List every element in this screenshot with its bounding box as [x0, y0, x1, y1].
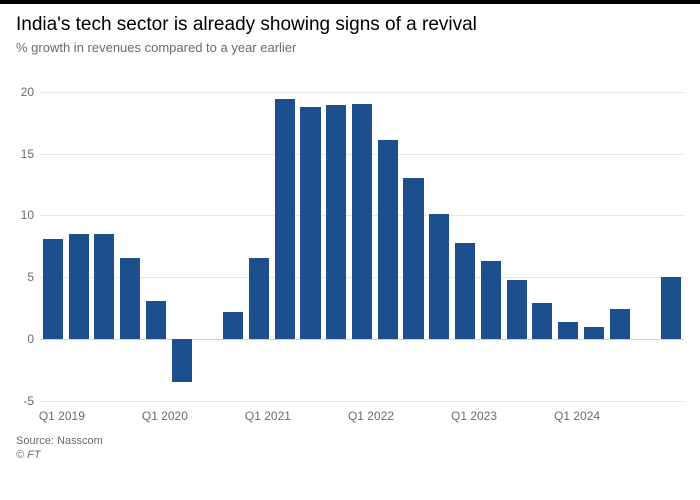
y-tick-label: 5: [27, 270, 40, 284]
chart-copyright: © FT: [16, 449, 684, 461]
bar: [558, 322, 578, 339]
chart-source: Source: Nasscom: [16, 435, 684, 447]
bar: [69, 234, 89, 339]
bar: [43, 239, 63, 339]
chart-area: -505101520 Q1 2019Q1 2020Q1 2021Q1 2022Q…: [16, 67, 684, 427]
bar: [94, 234, 114, 339]
y-tick-label: -5: [23, 394, 40, 408]
bar: [661, 277, 681, 339]
bar: [249, 258, 269, 340]
y-tick-label: 15: [21, 147, 40, 161]
x-axis-labels: Q1 2019 Q1 2020 Q1 2021 Q1 2022 Q1 2023 Q1 20…: [40, 405, 684, 427]
bar: [223, 312, 243, 339]
top-accent-bar: [0, 0, 700, 4]
bar: [455, 243, 475, 339]
x-tick-label: Q1 2021: [245, 409, 291, 423]
bar: [532, 303, 552, 339]
y-tick-label: 0: [27, 332, 40, 346]
plot-area: -505101520: [40, 67, 684, 401]
bar: [429, 214, 449, 339]
x-tick-label: Q1 2019: [39, 409, 85, 423]
chart-title: India's tech sector is already showing s…: [16, 14, 684, 36]
x-tick-label: Q1 2023: [451, 409, 497, 423]
x-tick-label: Q1 2022: [348, 409, 394, 423]
bar: [584, 327, 604, 339]
bar: [610, 309, 630, 339]
bar: [120, 258, 140, 340]
bar: [481, 261, 501, 339]
bar: [300, 107, 320, 340]
x-tick-label: Q1 2024: [554, 409, 600, 423]
y-tick-label: 10: [21, 208, 40, 222]
bar: [326, 105, 346, 339]
bar: [507, 280, 527, 339]
bar: [352, 104, 372, 339]
chart-subtitle: % growth in revenues compared to a year …: [16, 40, 684, 55]
gridline: [40, 401, 684, 402]
x-tick-label: Q1 2020: [142, 409, 188, 423]
bars-layer: [40, 67, 684, 401]
y-tick-label: 20: [21, 85, 40, 99]
bar: [378, 140, 398, 339]
bar: [146, 301, 166, 339]
bar: [275, 99, 295, 339]
bar: [403, 178, 423, 339]
bar: [172, 339, 192, 382]
